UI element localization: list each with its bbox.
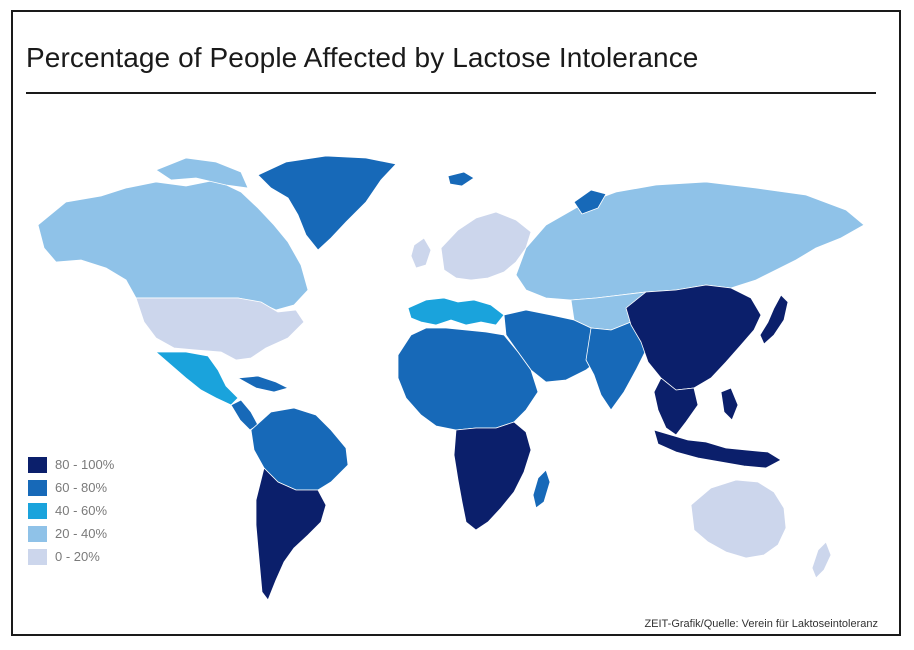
region-southeast-asia [653,377,699,436]
legend-item: 0 - 20% [28,545,114,568]
region-south-america-south [255,467,327,601]
title-rule [26,92,876,94]
legend-item: 60 - 80% [28,476,114,499]
legend-item: 20 - 40% [28,522,114,545]
region-canada-alaska [37,179,309,311]
region-mexico [155,351,239,406]
legend: 80 - 100% 60 - 80% 40 - 60% 20 - 40% 0 -… [28,453,114,568]
region-southern-africa [453,421,532,531]
legend-swatch [28,456,47,473]
legend-label: 60 - 80% [55,480,108,495]
legend-label: 80 - 100% [55,457,115,472]
region-iceland [447,171,475,187]
region-usa [135,297,305,361]
region-central-america [230,399,259,431]
world-map [37,155,865,601]
region-south-asia [585,321,647,411]
region-arctic-islands-russia [573,189,607,215]
legend-item: 80 - 100% [28,453,114,476]
region-north-africa [397,327,539,431]
region-east-asia [625,284,762,391]
source-credit: ZEIT-Grafik/Quelle: Verein für Laktosein… [644,618,878,630]
legend-swatch [28,525,47,542]
map-title: Percentage of People Affected by Lactose… [26,42,699,73]
region-madagascar [532,469,551,509]
region-russia [515,181,865,301]
region-new-zealand [811,541,832,579]
legend-label: 20 - 40% [55,526,108,541]
region-japan [759,294,789,345]
legend-label: 0 - 20% [55,549,100,564]
region-caribbean [237,375,289,393]
region-indonesia [653,429,782,469]
region-greenland [257,155,397,251]
region-southern-europe [407,297,505,326]
region-canadian-arctic-islands [155,157,249,189]
region-northern-europe [440,211,532,281]
legend-swatch [28,502,47,519]
region-uk [410,237,432,269]
region-australia [690,479,787,559]
legend-swatch [28,548,47,565]
legend-swatch [28,479,47,496]
legend-label: 40 - 60% [55,503,108,518]
region-philippines [720,387,739,421]
legend-item: 40 - 60% [28,499,114,522]
